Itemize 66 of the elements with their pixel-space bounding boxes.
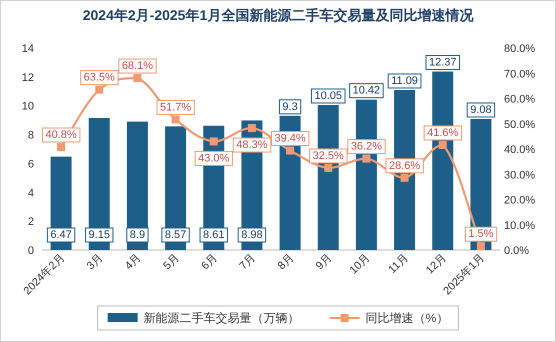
x-tick-label: 12月 — [424, 252, 449, 277]
data-label: 40.8% — [45, 128, 77, 141]
data-label: 32.5% — [312, 150, 344, 162]
data-label: 63.5% — [84, 72, 116, 84]
y-tick-label: 6 — [28, 158, 34, 170]
point — [133, 74, 142, 82]
data-label: 68.1% — [122, 60, 154, 72]
data-label: 39.4% — [274, 132, 306, 145]
y2-tick-label: 0.0% — [504, 245, 530, 257]
legend-label: 同比增速（%） — [366, 311, 448, 325]
y2-tick-label: 40.0% — [504, 144, 536, 156]
data-label: 9.3 — [282, 100, 298, 113]
y2-tick-label: 60.0% — [504, 94, 536, 106]
point — [95, 86, 104, 94]
y-tick-label: 10 — [22, 100, 34, 113]
data-label: 9.08 — [470, 104, 492, 116]
point — [400, 174, 409, 182]
y-tick-label: 14 — [22, 43, 34, 55]
x-tick-label: 10月 — [348, 252, 373, 277]
legend-label: 新能源二手车交易量（万辆） — [144, 311, 300, 325]
data-label: 8.57 — [164, 229, 186, 241]
x-tick-label: 4月 — [122, 252, 144, 272]
x-tick-label: 11月 — [386, 252, 411, 276]
x-tick-label: 8月 — [276, 252, 296, 272]
data-label: 11.09 — [391, 74, 418, 87]
y2-tick-label: 70.0% — [504, 68, 536, 80]
x-tick-label: 5月 — [161, 252, 182, 272]
y-tick-label: 8 — [28, 130, 34, 142]
x-tick-label: 3月 — [84, 252, 106, 272]
point — [438, 140, 447, 149]
y-tick-label: 0 — [28, 245, 34, 257]
y-tick-label: 12 — [22, 72, 34, 84]
data-label: 10.42 — [352, 84, 380, 97]
data-label: 43.0% — [198, 152, 230, 164]
data-label: 9.15 — [88, 229, 110, 241]
data-label: 28.6% — [388, 160, 420, 172]
data-label: 36.2% — [350, 140, 382, 153]
y2-tick-label: 30.0% — [504, 169, 536, 182]
point — [286, 146, 294, 155]
x-tick-label: 7月 — [237, 252, 258, 272]
point — [172, 115, 180, 124]
data-label: 12.37 — [428, 56, 457, 69]
y2-tick-label: 80.0% — [504, 43, 536, 55]
data-label: 8.61 — [203, 229, 224, 241]
y2-tick-label: 50.0% — [504, 118, 536, 131]
x-tick-label: 9月 — [314, 252, 334, 272]
chart-title: 2024年2月-2025年1月全国新能源二手车交易量及同比增速情况 — [82, 7, 474, 23]
y2-tick-label: 20.0% — [504, 194, 536, 206]
data-label: 8.98 — [241, 229, 263, 241]
data-label: 48.3% — [236, 139, 268, 152]
y-tick-label: 2 — [28, 216, 34, 228]
point — [57, 142, 66, 151]
x-tick-label: 6月 — [199, 252, 220, 272]
point — [324, 164, 332, 172]
data-label: 1.5% — [468, 228, 494, 240]
point — [362, 154, 370, 163]
y2-tick-label: 10.0% — [504, 220, 536, 232]
data-label: 10.05 — [314, 90, 342, 102]
data-label: 8.9 — [130, 229, 146, 241]
y-tick-label: 4 — [28, 187, 34, 200]
point — [476, 242, 485, 250]
data-label: 41.6% — [427, 126, 459, 139]
data-label: 6.47 — [50, 229, 72, 241]
point — [248, 124, 256, 132]
point — [210, 137, 218, 146]
data-label: 51.7% — [160, 101, 192, 114]
